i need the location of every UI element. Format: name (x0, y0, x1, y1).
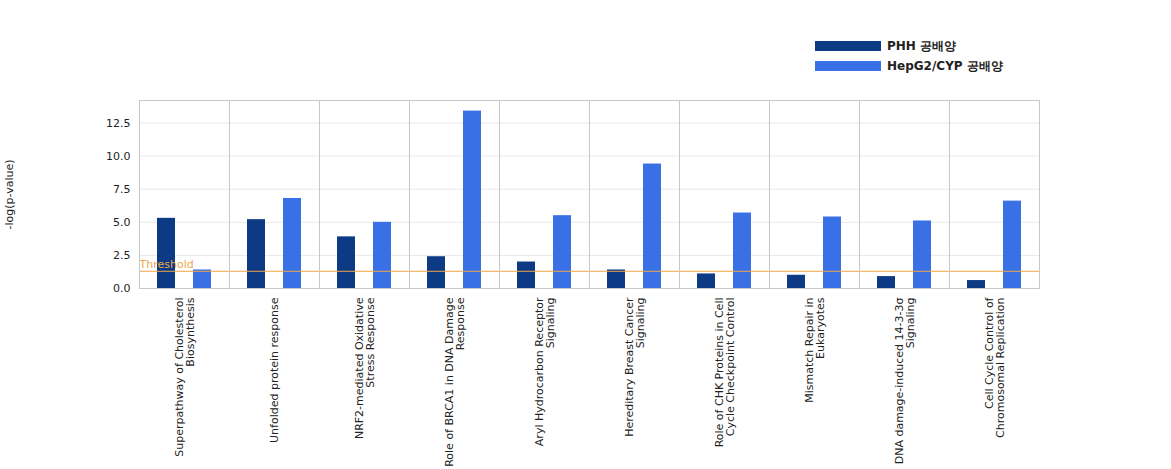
svg-text:12.5: 12.5 (106, 117, 131, 130)
svg-text:Aryl Hydrocarbon ReceptorSigna: Aryl Hydrocarbon ReceptorSignaling (533, 297, 557, 446)
svg-text:2.5: 2.5 (113, 249, 131, 262)
svg-text:10.0: 10.0 (106, 150, 131, 163)
svg-text:Cell Cycle Control ofChromosom: Cell Cycle Control ofChromosomal Replica… (983, 296, 1007, 438)
svg-text:-log(p-value): -log(p-value) (3, 159, 16, 229)
svg-text:Superpathway of CholesterolBio: Superpathway of CholesterolBiosynthesis (173, 297, 197, 456)
svg-text:0.0: 0.0 (113, 282, 131, 295)
svg-text:NRF2-mediated OxidativeStress: NRF2-mediated OxidativeStress Response (353, 297, 377, 439)
svg-text:Threshold: Threshold (139, 258, 194, 271)
svg-text:DNA damage-induced 14-3-3σSign: DNA damage-induced 14-3-3σSignaling (893, 297, 917, 464)
svg-text:5.0: 5.0 (113, 216, 131, 229)
html-text:HepG2/CYP 공배양: HepG2/CYP 공배양 (887, 58, 1003, 73)
svg-text:Role of BRCA1 in DNA DamageRes: Role of BRCA1 in DNA DamageResponse (443, 297, 467, 467)
svg-text:Mismatch Repair inEukaryotes: Mismatch Repair inEukaryotes (803, 297, 827, 403)
html-text:PHH 공배양: PHH 공배양 (887, 38, 957, 53)
svg-text:Role of CHK Proteins in CellCy: Role of CHK Proteins in CellCycle Checkp… (713, 298, 737, 448)
svg-text:Unfolded protein response: Unfolded protein response (268, 297, 281, 443)
svg-text:Hereditary Breast CancerSignal: Hereditary Breast CancerSignaling (623, 297, 647, 437)
svg-text:7.5: 7.5 (113, 183, 131, 196)
